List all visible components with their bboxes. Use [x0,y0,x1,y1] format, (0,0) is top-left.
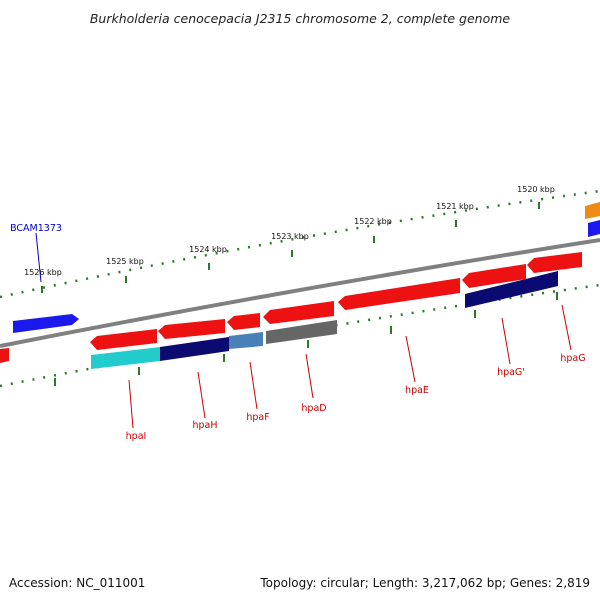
genome-stats-text: Topology: circular; Length: 3,217,062 bp… [259,576,590,590]
gene-label-hpag-prime: hpaG' [497,367,525,378]
gene-red[interactable] [90,329,157,350]
map-title: Burkholderia cenocepacia J2315 chromosom… [90,11,511,26]
forward-strand-genes [13,202,600,333]
gene-red[interactable] [263,301,334,324]
gene-navy[interactable] [465,271,558,308]
gene-blue[interactable] [13,314,79,333]
gene-steel[interactable] [229,332,263,349]
gene-label-hpae: hpaE [405,385,429,396]
inner-ruler-track [0,283,600,388]
gene-cyan[interactable] [91,347,160,369]
locus-leader [35,232,42,283]
label-leaders [128,304,572,429]
chromosome-backbone [0,238,600,348]
ruler-label: 1520 kbp [517,185,555,194]
gene-red[interactable] [227,313,260,330]
gene-gray[interactable] [266,320,337,344]
ruler-label: 1526 kbp [24,268,62,277]
reverse-strand-genes [0,252,582,363]
gene-label-hpaf: hpaF [246,412,269,423]
gene-label-hpai: hpaI [126,431,147,442]
gene-orange[interactable] [585,202,600,219]
ruler-label: 1525 kbp [106,257,144,266]
gene-red[interactable] [158,319,225,339]
ruler-label: 1521 kbp [436,202,474,211]
gene-red[interactable] [462,264,526,288]
gene-navy[interactable] [160,337,229,361]
gene-label-hpah: hpaH [192,420,217,431]
lower-strand-genes [91,271,558,369]
gene-blue-small[interactable] [588,220,600,237]
outer-ruler-track [0,189,600,299]
gene-red[interactable] [338,278,460,310]
ruler-label: 1522 kbp [354,217,392,226]
gene-red[interactable] [527,252,582,273]
locus-label: BCAM1373 [10,223,62,234]
gene-labels: hpaI hpaH hpaF hpaD hpaE hpaG' hpaG [126,353,586,442]
ruler-label: 1524 kbp [189,245,227,254]
gene-label-hpag: hpaG [560,353,585,364]
ruler-label: 1523 kbp [271,232,309,241]
gene-red[interactable] [0,348,9,363]
ruler-labels: 1526 kbp 1525 kbp 1524 kbp 1523 kbp 1522… [24,185,555,277]
gene-label-hpad: hpaD [301,403,326,414]
accession-text: Accession: NC_011001 [9,576,145,590]
